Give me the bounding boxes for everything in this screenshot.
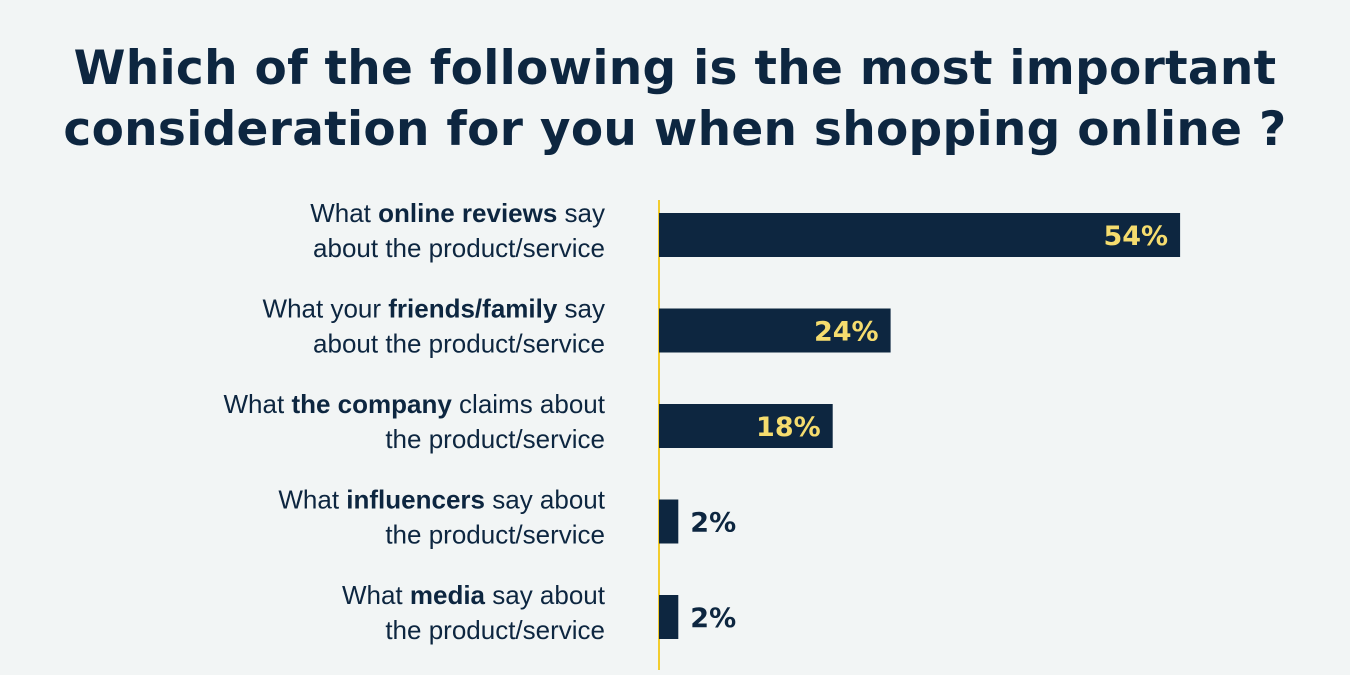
- chart-title-line-2: consideration for you when shopping onli…: [63, 102, 1287, 157]
- category-label-2: What your friends/family say about the pr…: [263, 294, 605, 359]
- bar-4: [659, 499, 679, 544]
- bars-group: 54% What online reviews say about the prod…: [224, 198, 1181, 645]
- chart-title: Which of the following is the most impor…: [0, 38, 1350, 160]
- value-label-4: 2%: [690, 508, 736, 539]
- category-label-1: What online reviews say about the product…: [310, 198, 605, 263]
- value-label-2: 24%: [814, 317, 879, 348]
- category-label-4: What influencers say about the product/se…: [278, 485, 605, 550]
- value-label-3: 18%: [756, 412, 821, 443]
- chart-title-line-1: Which of the following is the most impor…: [73, 41, 1277, 96]
- bar-5: [659, 595, 679, 639]
- category-label-3: What the company claims about the product…: [224, 389, 606, 454]
- bar-3: [659, 404, 833, 448]
- value-label-1: 54%: [1103, 221, 1168, 252]
- bar-2: [659, 308, 891, 353]
- category-label-5: What media say about the product/service: [342, 580, 606, 645]
- bar-1: [659, 213, 1181, 257]
- value-label-5: 2%: [690, 603, 736, 634]
